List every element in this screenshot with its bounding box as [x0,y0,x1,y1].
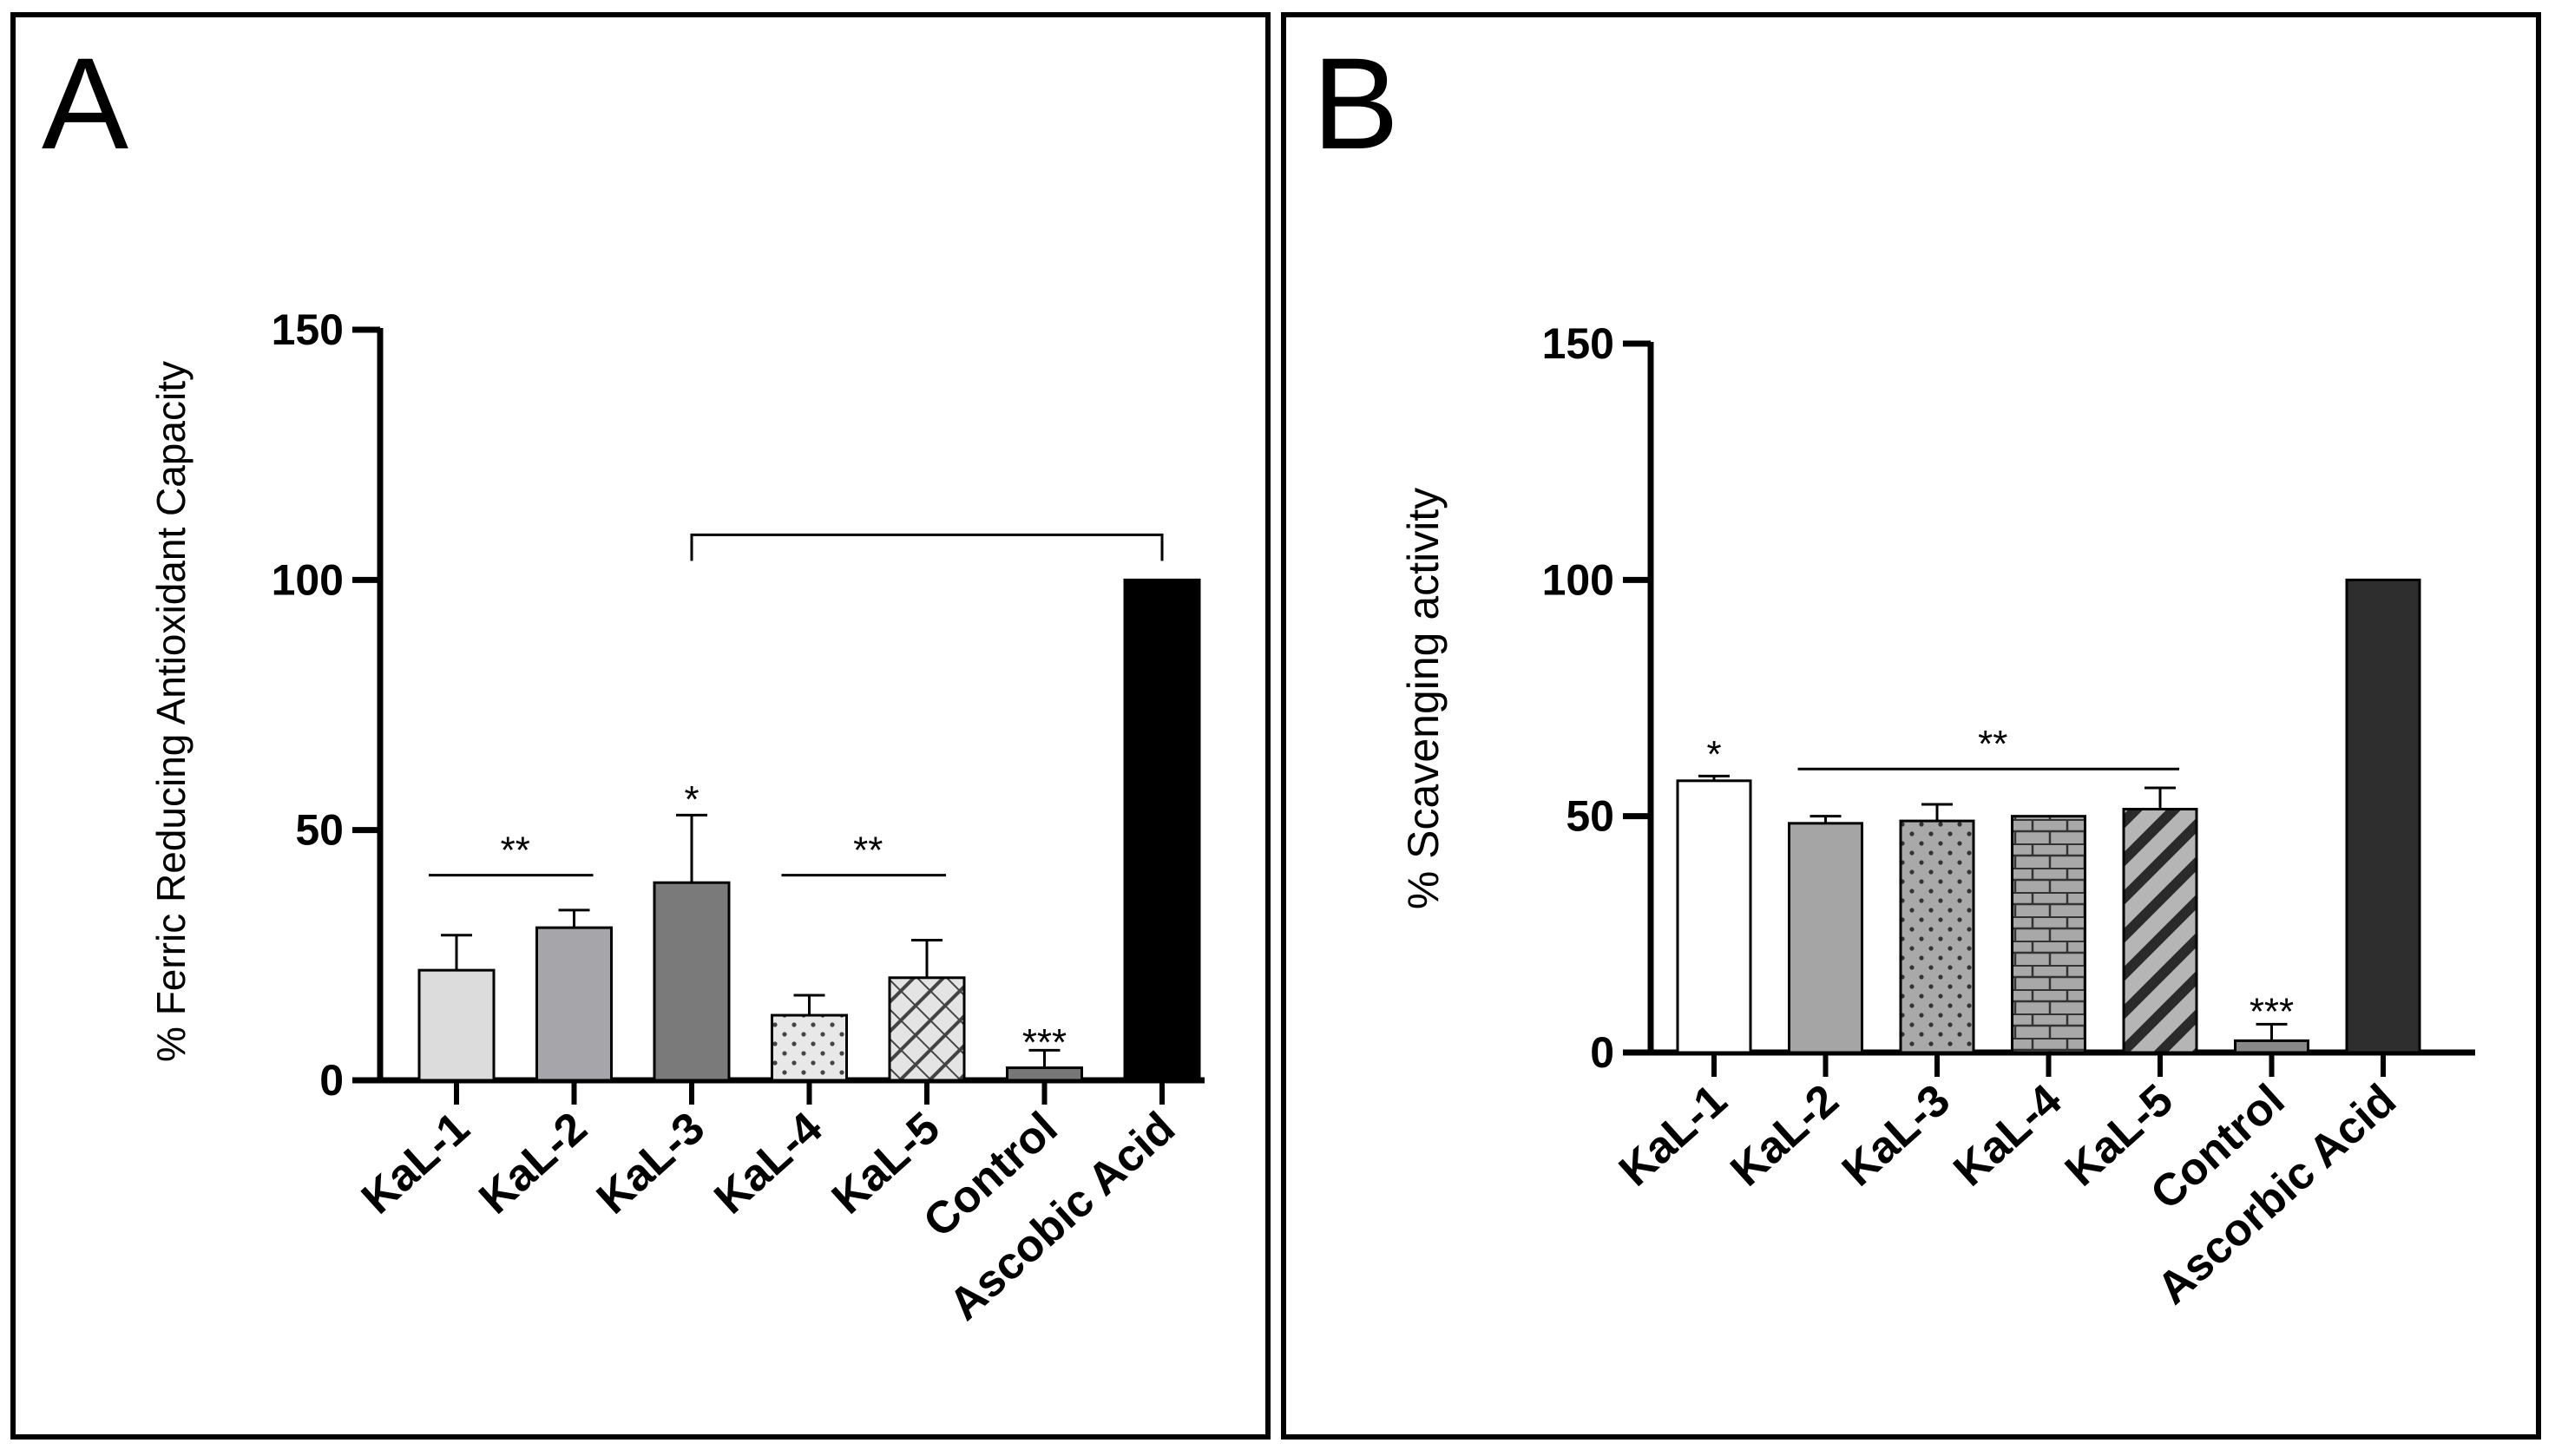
panel-b: B 0 50 100 150% Scavenging activity KaL-1 KaL… [1281,12,2541,1440]
y-tick-label: 0 [319,1056,344,1105]
chart-a: 0 50 100 150 % Ferric Reducing Antioxidant C… [148,305,1205,1330]
x-tick-label: KaL-3 [1833,1075,1960,1197]
y-tick-label: 150 [272,305,344,354]
bar-kal-2 [535,926,613,1082]
y-axis-label: % Ferric Reducing Antioxidant Capacity [148,361,194,1062]
chart-b: 0 50 100 150 % Scavenging activity KaL-1KaL-2… [1399,319,2475,1315]
significance-marker: ** [501,830,530,872]
bar-ascorbic-acid [2345,578,2421,1054]
bar-kal-1 [417,968,496,1082]
significance-marker: * [684,778,699,821]
y-tick-label: 50 [295,806,344,855]
bar-kal-1 [1676,779,1752,1054]
bar-kal-3 [1899,819,1975,1054]
y-tick-label: 100 [1542,555,1614,604]
bar-kal-4 [2011,815,2086,1054]
y-tick-label: 150 [1542,319,1614,368]
x-tick-label: KaL-2 [470,1103,596,1224]
bar-kal-4 [771,1013,848,1082]
bar-kal-2 [1788,822,1863,1054]
bar-ascobic-acid [1123,578,1201,1082]
significance-marker: *** [1022,1021,1067,1064]
x-tick-label: KaL-2 [1721,1075,1848,1197]
significance-marker: ** [1978,723,2007,765]
comparison-bracket [690,533,1164,561]
y-tick-label: 0 [1590,1028,1614,1077]
significance-marker: * [1706,733,1721,776]
panel-b-letter: B [1312,30,1400,176]
significance-marker: *** [2250,991,2294,1033]
bar-control [1006,1066,1083,1082]
bar-kal-3 [653,881,731,1082]
bar-control [2234,1039,2309,1054]
significance-marker: ** [853,830,883,872]
bar-kal-5 [2122,807,2198,1054]
x-tick-label: KaL-3 [588,1103,714,1224]
y-tick-label: 50 [1566,792,1614,841]
y-axis-label: % Scavenging activity [1399,488,1448,909]
x-tick-label: KaL-1 [352,1103,479,1224]
y-tick-label: 100 [272,555,344,604]
x-tick-label: KaL-4 [705,1103,831,1224]
panel-a: A 0 50 100 150 % Ferric Reducing Antioxidant… [10,12,1271,1440]
x-tick-label: KaL-1 [1610,1075,1737,1197]
x-tick-label: KaL-4 [1944,1075,2071,1197]
bar-kal-5 [888,976,966,1082]
panel-a-letter: A [42,30,129,176]
